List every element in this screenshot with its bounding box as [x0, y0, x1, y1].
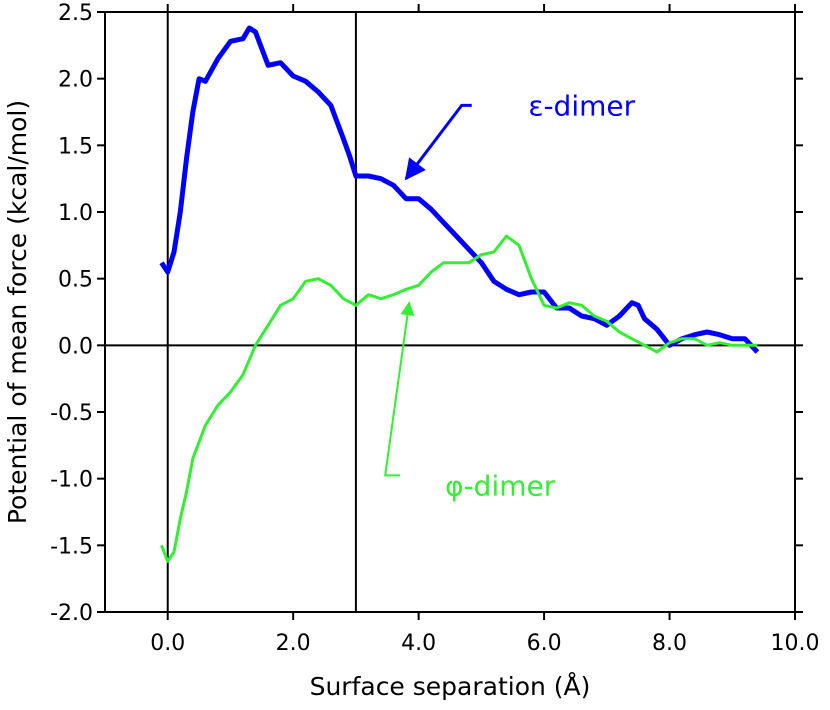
plot-frame	[104, 11, 796, 613]
y-tick-label: 1.0	[58, 201, 93, 226]
series-label-1: φ-dimer	[445, 469, 556, 502]
x-tick-label: 0.0	[150, 631, 185, 656]
y-axis-ticks: -2.0 -1.5 -1.0 -0.5 0.0 0.5 1.0 1.5 2.0 2.5	[50, 1, 803, 626]
y-tick-label: 2.5	[58, 1, 93, 26]
y-tick-label: -0.5	[50, 401, 93, 426]
x-tick-label: 4.0	[401, 631, 436, 656]
reference-lines	[105, 12, 795, 612]
y-tick-label: 1.5	[58, 134, 93, 159]
annotation-arrow-1	[384, 301, 415, 477]
series-layer	[159, 25, 760, 563]
y-tick-label: -1.0	[50, 468, 93, 493]
y-tick-label: -1.5	[50, 534, 93, 559]
x-tick-label: 8.0	[652, 631, 687, 656]
x-axis-label: Surface separation (Å)	[310, 672, 591, 701]
y-tick-label: 0.5	[58, 268, 93, 293]
x-tick-label: 2.0	[276, 631, 311, 656]
y-axis-label: Potential of mean force (kcal/mol)	[3, 100, 32, 524]
x-tick-label: 6.0	[527, 631, 562, 656]
y-tick-label: -2.0	[50, 601, 93, 626]
y-tick-label: 0.0	[58, 334, 93, 359]
x-axis-ticks: 0.0 2.0 4.0 6.0 8.0 10.0	[150, 4, 819, 656]
annotation-arrow-0	[404, 103, 472, 181]
series-label-0: ε-dimer	[528, 89, 635, 122]
series-line-0	[159, 25, 760, 354]
annotation-layer: ε-dimer φ-dimer	[384, 89, 636, 502]
y-tick-label: 2.0	[58, 68, 93, 93]
x-tick-label: 10.0	[771, 631, 820, 656]
series-line-1	[160, 234, 758, 563]
